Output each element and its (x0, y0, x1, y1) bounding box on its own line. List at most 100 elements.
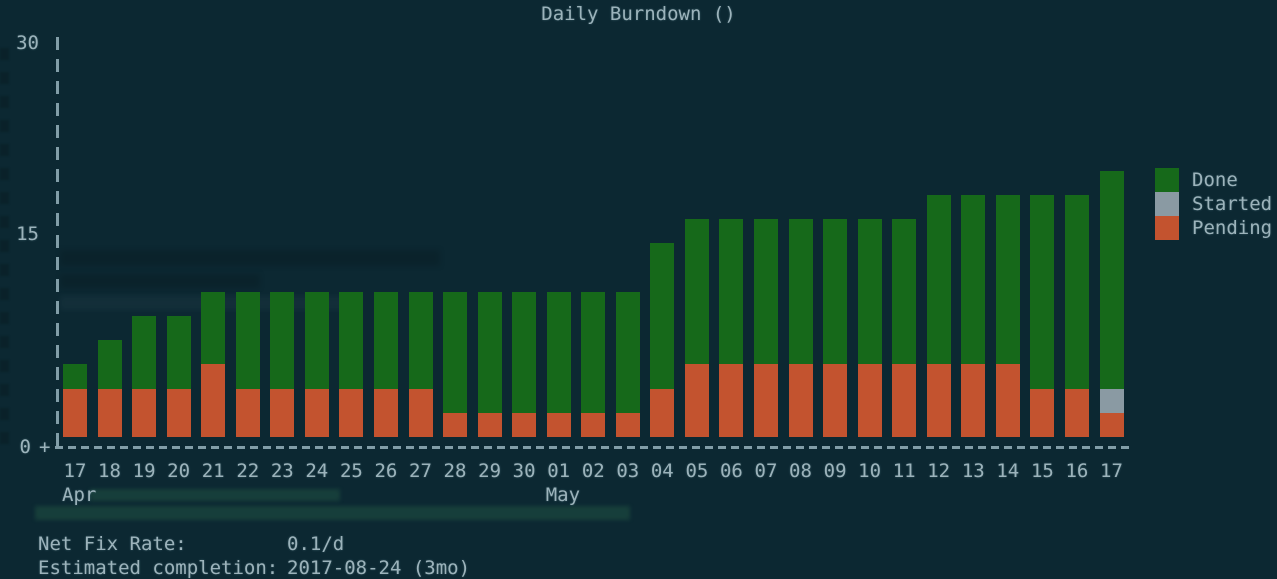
bar-segment-done (339, 291, 364, 389)
estimated-completion-label: Estimated completion: (38, 557, 279, 579)
x-tick-label: 29 (478, 460, 502, 482)
estimated-completion-line: Estimated completion: 2017-08-24 (3mo) (38, 556, 470, 579)
y-axis-line (56, 37, 59, 451)
x-tick-label: 25 (339, 460, 363, 482)
x-tick-label: 20 (167, 460, 191, 482)
x-tick-label: 19 (132, 460, 156, 482)
background-artifact (60, 250, 440, 266)
bar-segment-pending (719, 364, 744, 437)
legend-label-pending: Pending (1192, 217, 1273, 239)
legend-swatch-pending (1155, 216, 1179, 240)
month-label-may: May (545, 484, 581, 506)
bar-segment-done (304, 291, 329, 389)
y-tick-0: 0 (19, 436, 31, 458)
net-fix-rate-value: 0.1/d (287, 533, 345, 555)
bar-segment-done (132, 316, 157, 389)
stats-block: Net Fix Rate: 0.1/d Estimated completion:… (38, 532, 470, 579)
bar-segment-done (823, 219, 848, 365)
bar-segment-done (63, 364, 87, 389)
bar-segment-pending (546, 412, 571, 437)
bar-segment-pending (823, 364, 848, 437)
background-artifact (60, 274, 260, 288)
net-fix-rate-line: Net Fix Rate: 0.1/d (38, 532, 470, 556)
x-tick-label: 12 (927, 460, 951, 482)
bar-segment-pending (166, 388, 191, 437)
x-tick-label: 21 (201, 460, 225, 482)
bar-segment-pending (270, 388, 295, 437)
bar-segment-done (166, 316, 191, 389)
background-artifact (90, 489, 340, 501)
x-tick-label: 18 (98, 460, 121, 482)
bar-segment-done (995, 195, 1020, 365)
y-tick-15: 15 (16, 223, 39, 245)
bar-segment-done (788, 219, 813, 365)
x-tick-label: 22 (236, 460, 260, 482)
bar-segment-pending (892, 364, 917, 437)
bar-segment-pending (201, 364, 226, 437)
estimated-completion-value: 2017-08-24 (3mo) (287, 557, 471, 579)
x-tick-label: 28 (443, 460, 467, 482)
bar-segment-done (719, 219, 744, 365)
legend-swatch-started (1155, 192, 1179, 216)
bar-segment-pending (339, 388, 364, 437)
bar-segment-done (754, 219, 778, 365)
bar-segment-done (857, 219, 882, 365)
bar-segment-done (201, 291, 226, 365)
x-tick-label: 02 (581, 460, 605, 482)
x-tick-label: 13 (961, 460, 985, 482)
bar-segment-done (581, 291, 606, 413)
bar-segment-pending (1099, 412, 1124, 437)
bar-segment-done (684, 219, 709, 365)
legend-swatch-done (1155, 168, 1179, 192)
bar-segment-done (373, 291, 398, 389)
bar-segment-pending (512, 412, 537, 437)
bar-segment-pending (304, 388, 329, 437)
bar-segment-done (615, 291, 640, 413)
bar-segment-done (892, 219, 917, 365)
bar-segment-pending (650, 388, 675, 437)
bar-segment-pending (477, 412, 502, 437)
x-tick-label: 23 (270, 460, 294, 482)
bar-segment-done (926, 195, 951, 365)
bar-segment-done (546, 291, 571, 413)
bar-segment-pending (1030, 388, 1055, 437)
x-tick-label: 11 (892, 460, 916, 482)
x-tick-label: 17 (1100, 460, 1123, 482)
bar-segment-pending (857, 364, 882, 437)
bar-segment-pending (926, 364, 951, 437)
bar-segment-pending (63, 388, 87, 437)
bar-segment-done (235, 291, 260, 389)
bar-segment-pending (581, 412, 606, 437)
bar-segment-started (1099, 388, 1124, 413)
x-tick-label: 15 (1030, 460, 1054, 482)
bar-segment-done (477, 291, 502, 413)
bar-segment-done (650, 243, 675, 389)
x-tick-label: 24 (305, 460, 329, 482)
bar-segment-done (408, 291, 433, 389)
net-fix-rate-label: Net Fix Rate: (38, 533, 187, 555)
bar-segment-pending (373, 388, 398, 437)
bar-segment-done (443, 291, 467, 413)
bar-segment-pending (788, 364, 813, 437)
x-tick-label: 16 (1065, 460, 1089, 482)
bar-segment-pending (132, 388, 157, 437)
x-tick-label: 17 (63, 460, 87, 482)
x-tick-label: 10 (858, 460, 882, 482)
bar-segment-pending (443, 412, 467, 437)
bar-segment-done (1064, 195, 1089, 389)
x-tick-label: 01 (547, 460, 571, 482)
month-label-apr: Apr (62, 484, 97, 506)
x-tick-label: 08 (789, 460, 812, 482)
bar-segment-done (270, 291, 295, 389)
bar-segment-pending (615, 412, 640, 437)
x-tick-label: 05 (685, 460, 709, 482)
bar-segment-done (512, 291, 537, 413)
x-axis-line (55, 446, 1133, 449)
bar-segment-pending (961, 364, 986, 437)
x-tick-label: 04 (650, 460, 674, 482)
legend-label-done: Done (1192, 169, 1238, 191)
bar-segment-done (1030, 195, 1055, 389)
bar-segment-pending (235, 388, 260, 437)
bar-segment-done (97, 340, 122, 389)
